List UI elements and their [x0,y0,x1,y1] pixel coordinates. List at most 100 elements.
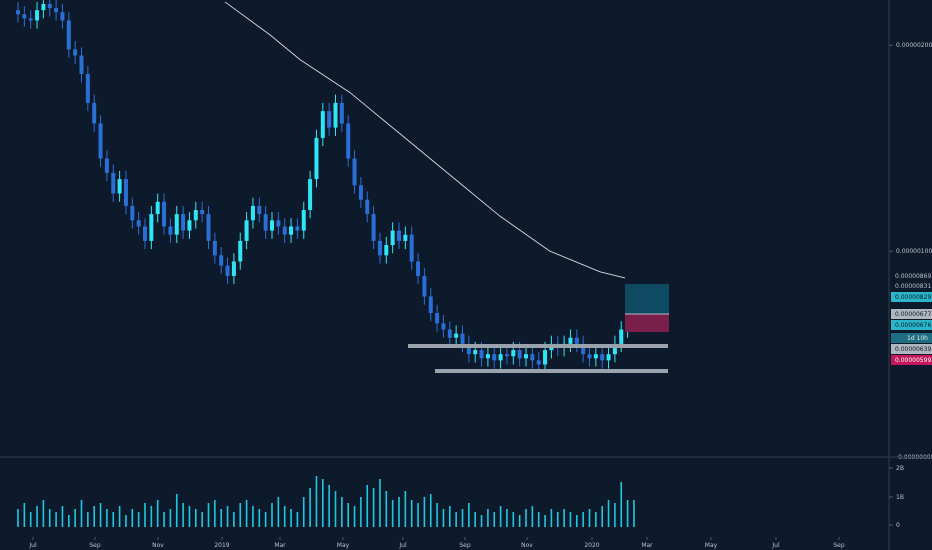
volume-bar [226,506,229,527]
volume-bar [518,515,521,527]
candle-body [320,111,325,138]
volume-bar [372,488,375,527]
candle-body [352,158,357,186]
volume-bar [398,497,400,527]
volume-bar [156,500,159,527]
candle-body [16,10,20,15]
candle-body [104,158,109,173]
volume-bar [620,482,623,527]
candle-body [162,201,167,227]
volume-bar [531,506,534,527]
time-axis[interactable]: Jul Sep Nov 2019 Mar May Jul Sep Nov 2020 Mar May Ju… [28,537,845,549]
volume-bar [93,506,95,527]
volume-bar [322,479,324,527]
candle-body [301,210,306,231]
volume-bar [29,512,32,527]
volume-bar [48,509,51,527]
price-tag-label: 1d 10h [907,335,928,342]
volume-bar [633,500,635,527]
candle-body [174,214,179,235]
candle-body [22,14,27,19]
stop-zone[interactable] [625,314,669,332]
range-bottom-bar[interactable] [435,369,668,373]
volume-bar [493,512,496,527]
candle-body [200,210,205,215]
volume-bar [556,512,559,527]
candle-body [460,333,465,344]
candle-body [543,350,548,365]
candle-body [244,220,249,241]
candle-body [536,360,541,365]
candle-body [327,111,332,128]
candle-body [530,354,535,361]
volume-axis[interactable]: 2B 1B 0 [889,465,904,529]
volume-bar [296,512,299,527]
candle-body [111,172,116,194]
volume-bar [569,512,572,527]
volume-bar [17,509,19,527]
candle-body [574,337,579,344]
range-top-bar[interactable] [408,344,668,348]
candle-body [250,205,255,221]
candle-body [377,240,382,256]
time-tick-label: Sep [89,542,101,549]
volume-bar [144,503,146,527]
volume-bar [131,509,134,527]
volume-bar [118,506,121,527]
candle-body [136,220,141,227]
candle-body [517,350,522,359]
candle-body [257,205,262,215]
volume-bar [474,512,476,527]
volume-bar [188,506,191,527]
volume-bar [277,497,280,527]
volume-bar [544,515,546,527]
volume-bar [410,500,413,527]
candle-body [314,137,319,180]
volume-bar [252,506,254,527]
candle-body [346,123,351,159]
volume-bar [341,497,343,527]
candle-body [504,354,509,357]
candle-body [409,234,414,262]
candle-body [168,226,173,235]
volume-bar [582,512,584,527]
volume-bar [512,512,515,527]
time-tick-label: Nov [521,542,533,549]
volume-bar [423,497,426,527]
volume-bar [23,503,26,527]
target-zone[interactable] [625,284,669,314]
candle-body [422,275,427,297]
candle-body [47,4,52,9]
volume-bar [607,500,610,527]
time-tick-label: Jul [28,542,37,549]
volume-bar [201,512,203,527]
volume-bar [290,509,292,527]
volume-bar [601,506,603,527]
volume-bar [239,503,242,527]
volume-bar [563,509,565,527]
volume-bar [220,509,222,527]
volume-bar [461,509,464,527]
volume-bar [550,509,553,527]
candle-body [41,4,46,11]
volume-bar [233,512,235,527]
time-tick-label: Mar [274,542,286,549]
time-tick-label: Nov [152,542,164,549]
price-tag-label: 0.00000829 [895,294,931,301]
candle-body [485,354,490,359]
candle-body [270,220,274,231]
price-tick-label: -0.00000000 [896,454,932,461]
volume-bar [480,515,483,527]
candle-body [454,333,459,338]
volume-bar [169,509,172,527]
range-boxes[interactable] [408,344,668,373]
position-tool[interactable] [625,284,669,332]
candle-body [85,74,90,103]
candlestick-series [16,0,636,373]
candle-body [28,18,33,21]
volume-bar [334,491,337,527]
time-tick-label: 2019 [214,542,229,549]
volume-bar [245,500,248,527]
volume-bar [283,506,286,527]
